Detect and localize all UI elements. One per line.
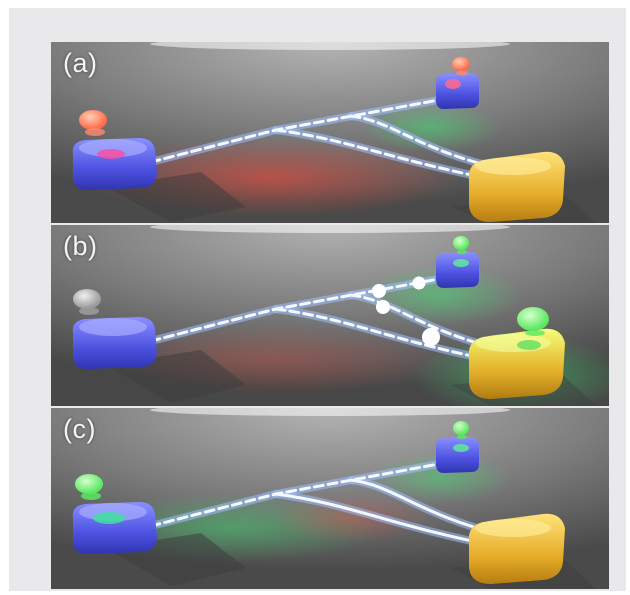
panel-a-label: (a) bbox=[63, 48, 98, 78]
panel-b-label: (b) bbox=[63, 231, 98, 261]
panel-c-label: (c) bbox=[63, 414, 96, 444]
figure-frame: (a) bbox=[9, 8, 626, 591]
panel-b: (b) bbox=[51, 225, 609, 406]
panel-a-scene bbox=[51, 42, 609, 223]
panel-c: (c) bbox=[51, 408, 609, 589]
panel-a: (a) bbox=[51, 42, 609, 223]
panel-b-scene bbox=[51, 225, 609, 406]
panel-c-scene bbox=[51, 408, 609, 589]
